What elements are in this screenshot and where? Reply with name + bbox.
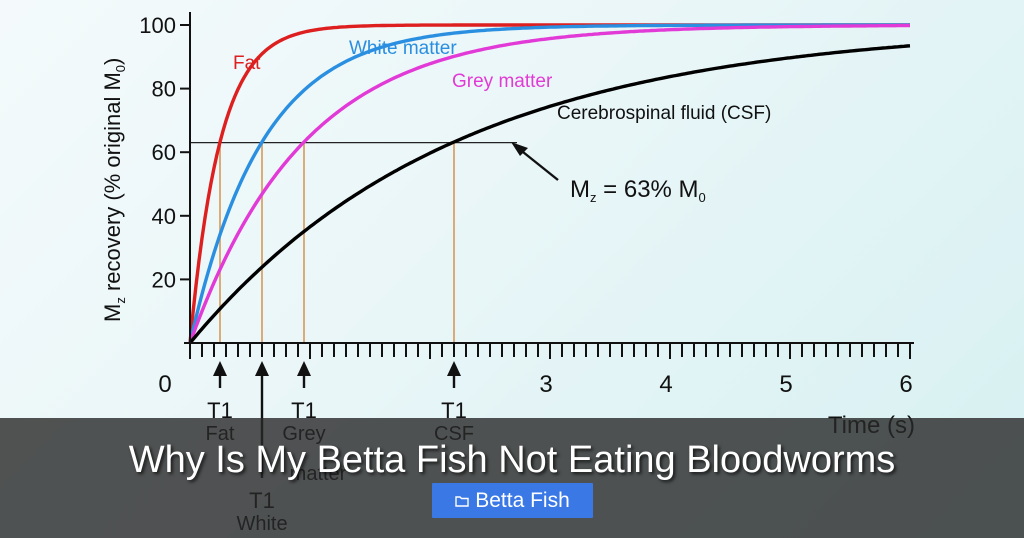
t1-arrow-head: [255, 361, 269, 376]
curve-group: [188, 23, 911, 345]
y-tick-label: 20: [152, 267, 176, 292]
y-tick-label: 40: [152, 204, 176, 229]
y-axis-title-part: ): [100, 58, 125, 65]
series-line: [188, 44, 911, 345]
axes-group: [180, 12, 914, 359]
threshold-label-subscript: 0: [699, 190, 706, 205]
y-axis-title-part: M: [100, 304, 125, 322]
threshold-label-part: = 63% M: [597, 176, 699, 203]
y-axis-title-subscript: 0: [113, 65, 128, 72]
category-badge[interactable]: Betta Fish: [432, 483, 593, 518]
folder-icon: [455, 495, 469, 507]
series-label: White matter: [349, 38, 457, 59]
t1-arrow-head: [213, 361, 227, 376]
y-tick-label: 100: [139, 13, 176, 38]
series-line: [188, 23, 910, 344]
t1-arrow-head: [447, 361, 461, 376]
threshold-label-part: M: [570, 176, 590, 203]
y-tick-label: 80: [152, 77, 176, 102]
x-tick-label: 6: [899, 371, 912, 398]
threshold-arrow-line: [517, 147, 559, 181]
x-tick-label: 3: [539, 371, 552, 398]
y-tick-label: 60: [152, 140, 176, 165]
x-tick-label: 4: [659, 371, 672, 398]
category-label: Betta Fish: [475, 488, 570, 512]
title-banner: [0, 418, 1024, 538]
article-title: Why Is My Betta Fish Not Eating Bloodwor…: [128, 439, 896, 481]
y-axis-title-part: recovery (% original M: [100, 72, 125, 297]
series-label: Cerebrospinal fluid (CSF): [557, 103, 771, 124]
t1-marker-group: [190, 142, 517, 343]
series-label: Grey matter: [452, 71, 553, 92]
x-tick-label: 5: [779, 371, 792, 398]
x-tick-label: 0: [158, 371, 171, 398]
series-label: Fat: [233, 53, 261, 74]
y-axis-title: Mz recovery (% original M0): [100, 58, 128, 322]
t1-arrow-head: [297, 361, 311, 376]
y-axis-title-subscript: z: [113, 297, 128, 304]
threshold-arrow-head: [511, 142, 528, 156]
threshold-label: Mz = 63% M0: [570, 176, 706, 205]
threshold-label-subscript: z: [590, 190, 597, 205]
